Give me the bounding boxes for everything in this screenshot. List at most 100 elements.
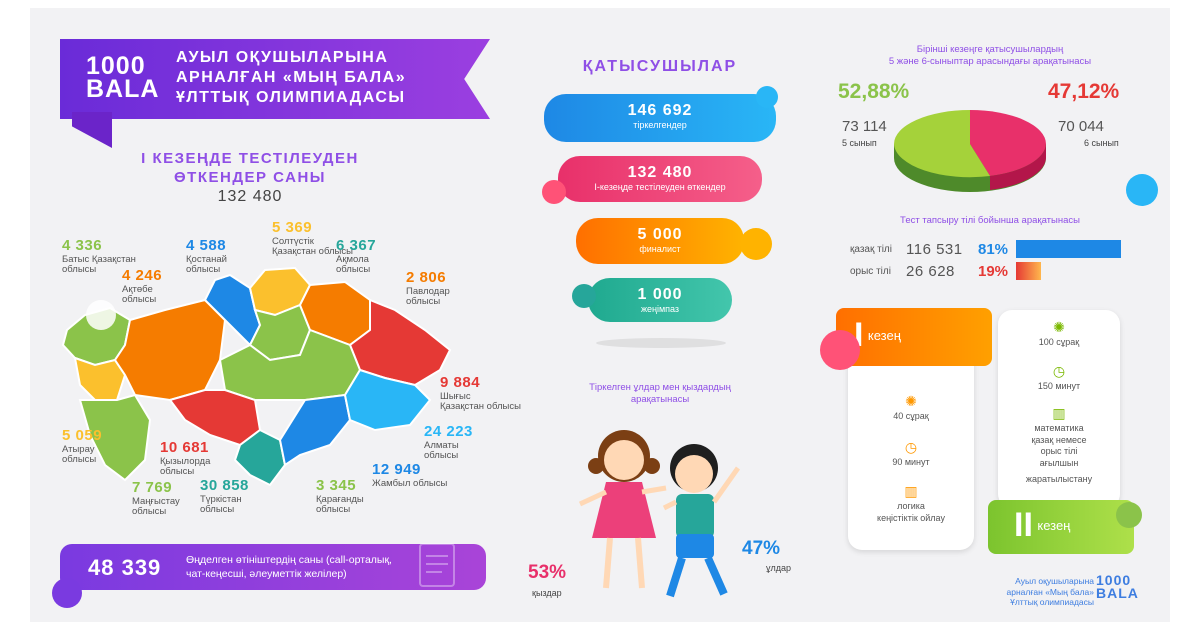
- decor-dot: [820, 330, 860, 370]
- decor-dot: [1126, 174, 1158, 206]
- footer-text: Ауыл оқушыларына арналған «Мың бала» Ұлт…: [988, 576, 1094, 608]
- stopwatch-icon: ◷: [904, 439, 918, 455]
- region-label: 6 367 Ақмола облысы: [336, 237, 377, 275]
- decor-dot: [1116, 502, 1142, 528]
- appeals-text-line2: чат-кеңесші, әлеуметтік желілер): [186, 568, 347, 581]
- language-name: қазақ тілі: [850, 243, 892, 255]
- stage2-feature-line1: математика: [1034, 423, 1084, 433]
- gender-ratio-title-line2: арақатынасы: [630, 394, 690, 406]
- region-value: 10 681: [160, 439, 209, 456]
- region-name-line1: Маңғыстау: [132, 495, 180, 507]
- books-icon: ▥: [1052, 405, 1066, 421]
- stage1-tested-title-line2: ӨТКЕНДЕР САНЫ: [174, 168, 326, 186]
- region-value: 24 223: [424, 423, 473, 440]
- region-name-line2: облысы: [406, 295, 441, 307]
- stage2-label: II кезең: [988, 500, 1134, 554]
- boys-percent: 47%: [742, 538, 781, 559]
- region-label: 7 769 Маңғыстау облысы: [132, 479, 180, 517]
- gender-ratio-title-line1: Тіркелген ұлдар мен қыздардың: [589, 382, 731, 393]
- stage1-tested-title-line1: І КЕЗЕҢДЕ ТЕСТІЛЕУДЕН: [141, 150, 359, 167]
- region-name-line1: Ақтөбе: [122, 283, 153, 295]
- footer-logo-line1: 1000: [1096, 572, 1132, 588]
- pie-slice-grade6: [970, 110, 1046, 176]
- region-value: 6 367: [336, 237, 377, 254]
- boys-label: ұлдар: [766, 563, 792, 573]
- header-banner: [60, 39, 490, 119]
- stage1-feature-line2: кеңістіктік ойлау: [877, 512, 945, 523]
- language-ratio-title: Тест тапсыру тілі бойынша арақатынасы: [900, 215, 1080, 226]
- region-label: 3 345 Қарағанды облысы: [316, 477, 364, 515]
- region-label: 10 681 Қызылорда облысы: [160, 439, 211, 477]
- region-name-line2: облысы: [424, 449, 459, 461]
- region-label: 4 588 Қостанай облысы: [186, 237, 227, 275]
- region-value: 4 336: [62, 237, 103, 254]
- region-name-line1: Шығыс: [440, 390, 471, 402]
- stage1-tested-total: 132 480: [217, 188, 283, 205]
- region-zhambyl: [278, 393, 352, 467]
- participants-step-value: 1 000: [637, 286, 683, 303]
- language-row-russian: орыс тілі 26 628 19%: [850, 261, 1041, 281]
- participants-step-label: жеңімпаз: [640, 304, 680, 314]
- gender-ratio-title: Тіркелген ұлдар мен қыздардың арақатынас…: [560, 382, 760, 407]
- footer-logo-line2: BALA: [1096, 584, 1139, 601]
- language-row-kazakh: қазақ тілі 116 531 81%: [850, 239, 1121, 259]
- region-name-line2: облысы: [122, 293, 157, 305]
- header-title-line1: АУЫЛ ОҚУШЫЛАРЫНА: [176, 49, 389, 66]
- participants-step-label: І-кезеңде тестілеуден өткендер: [594, 182, 726, 192]
- language-count: 116 531: [906, 240, 963, 258]
- region-value: 5 369: [272, 219, 313, 236]
- decor-dot: [52, 578, 82, 608]
- region-label: 4 336 Батыс Қазақстан облысы: [62, 237, 136, 275]
- region-name-line1: Алматы: [424, 439, 459, 451]
- decor-dot: [756, 86, 778, 108]
- region-value: 12 949: [372, 461, 421, 478]
- region-name-line1: Қарағанды: [316, 493, 364, 505]
- grade6-label: 6 сынып: [1084, 138, 1119, 148]
- stage2-feature: ◷ 150 минут: [1000, 364, 1118, 393]
- decor-dot: [572, 284, 596, 308]
- brain-icon: ✺: [905, 393, 917, 409]
- region-name-line1: Қызылорда: [160, 455, 211, 467]
- stage1-feature: ◷ 90 минут: [852, 440, 970, 469]
- region-label: 5 059 Атырау облысы: [62, 427, 102, 465]
- region-value: 3 345: [316, 477, 357, 494]
- region-name-line1: Батыс Қазақстан: [62, 253, 136, 265]
- girls-label: қыздар: [532, 588, 562, 598]
- footer-line2: арналған «Мың бала»: [1006, 586, 1094, 597]
- language-name: орыс тілі: [850, 265, 891, 277]
- pie-slice-grade5: [894, 110, 990, 178]
- region-name-line2: облысы: [62, 453, 97, 465]
- language-percent: 81%: [978, 240, 1009, 258]
- region-value: 4 246: [122, 267, 163, 284]
- header-title-line3: ҰЛТТЫҚ ОЛИМПИАДАСЫ: [176, 89, 406, 106]
- brain-icon: ✺: [1053, 319, 1065, 335]
- stage2-card: [998, 310, 1120, 508]
- decor-dot: [86, 300, 116, 330]
- logo-line1: 1000: [86, 52, 146, 80]
- stage1-card: [848, 338, 974, 550]
- stage2-feature-line4: ағылшын: [1039, 458, 1079, 469]
- stage2-feature: ▥ математика қазақ немесе орыс тілі ағыл…: [1000, 406, 1118, 485]
- participants-step-winners: 1 000 жеңімпаз: [588, 278, 732, 322]
- participants-step-finalists: 5 000 финалист: [576, 218, 744, 264]
- region-aktobe: [113, 298, 227, 402]
- header-title: АУЫЛ ОҚУШЫЛАРЫНА АРНАЛҒАН «МЫҢ БАЛА» ҰЛТ…: [176, 48, 406, 108]
- appeals-count: 48 339: [88, 555, 162, 580]
- kazakhstan-map: [61, 266, 452, 487]
- grade5-percent: 52,88%: [838, 80, 910, 103]
- stage1-word: кезең: [867, 328, 901, 343]
- region-value: 2 806: [406, 269, 447, 286]
- stage1-feature: ✺ 40 сұрақ: [852, 394, 970, 423]
- stage2-feature-line1: 150 минут: [1037, 381, 1081, 391]
- stage1-feature: ▥ логика кеңістіктік ойлау: [852, 484, 970, 524]
- footer-logo: 1000 BALA: [1096, 572, 1139, 601]
- stage2-word: кезең: [1037, 518, 1071, 533]
- stage1-label: I кезең: [836, 308, 992, 366]
- header-title-line2: АРНАЛҒАН «МЫҢ БАЛА»: [176, 69, 407, 86]
- participants-step-value: 146 692: [627, 102, 693, 119]
- region-name-line2: облысы: [200, 503, 235, 515]
- region-label: 4 246 Ақтөбе облысы: [122, 267, 163, 305]
- girls-percent: 53%: [528, 562, 567, 583]
- region-label: 5 369 Солтүстік Қазақстан облысы: [272, 219, 353, 257]
- grades-ratio-title: Бірінші кезеңге қатысушылардың 5 және 6-…: [860, 44, 1120, 69]
